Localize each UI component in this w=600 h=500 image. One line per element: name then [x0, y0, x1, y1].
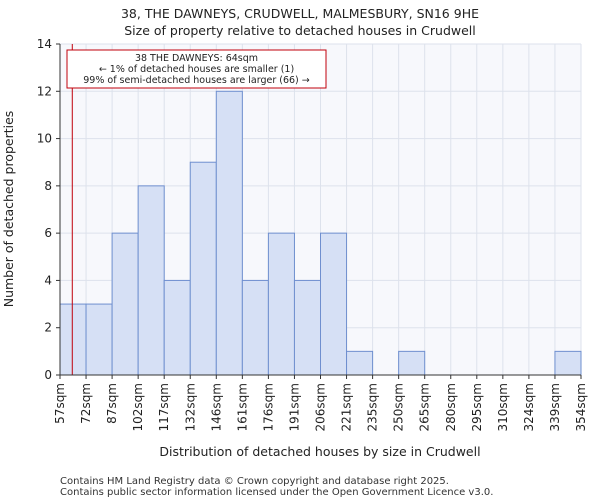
- x-tick-label: 324sqm: [522, 383, 536, 431]
- x-tick-label: 132sqm: [183, 383, 197, 431]
- y-tick-label: 2: [44, 321, 52, 335]
- histogram-bar: [85, 303, 113, 376]
- marker-layer: 38 THE DAWNEYS: 64sqm← 1% of detached ho…: [66, 44, 327, 375]
- histogram-bar: [293, 279, 322, 376]
- histogram-bar: [398, 350, 426, 376]
- histogram-bar: [163, 279, 191, 376]
- x-tick-label: 354sqm: [574, 383, 588, 431]
- x-tick-label: 280sqm: [444, 383, 458, 431]
- annotation-line-1: 38 THE DAWNEYS: 64sqm: [135, 53, 258, 64]
- bar-layer: [59, 90, 582, 376]
- x-tick-label: 250sqm: [392, 383, 406, 431]
- histogram-bar: [111, 232, 139, 376]
- x-tick-label: 235sqm: [366, 383, 380, 431]
- y-tick-label: 10: [37, 132, 52, 146]
- y-tick-label: 14: [37, 37, 52, 51]
- x-tick-label: 87sqm: [105, 383, 119, 424]
- x-tick-label: 206sqm: [314, 383, 328, 431]
- histogram-bar: [59, 303, 87, 376]
- chart-title: 38, THE DAWNEYS, CRUDWELL, MALMESBURY, S…: [121, 6, 479, 21]
- x-axis-label: Distribution of detached houses by size …: [159, 444, 480, 459]
- x-tick-label: 265sqm: [418, 383, 432, 431]
- y-tick-label: 6: [44, 226, 52, 240]
- x-tick-label: 57sqm: [53, 383, 67, 424]
- x-tick-label: 161sqm: [235, 383, 249, 431]
- x-tick-label: 146sqm: [209, 383, 223, 431]
- histogram-bar: [215, 90, 243, 376]
- annotation-line-3: 99% of semi-detached houses are larger (…: [83, 75, 310, 86]
- y-tick-label: 8: [44, 179, 52, 193]
- histogram-bar: [189, 161, 217, 376]
- x-tick-label: 295sqm: [470, 383, 484, 431]
- x-tick-label: 117sqm: [157, 383, 171, 431]
- y-tick-label: 12: [37, 84, 52, 98]
- y-tick-label: 0: [44, 368, 52, 382]
- footer-line-1: Contains HM Land Registry data © Crown c…: [60, 476, 449, 487]
- histogram-bar: [554, 350, 582, 376]
- annotation-line-2: ← 1% of detached houses are smaller (1): [99, 64, 294, 75]
- histogram-bar: [346, 350, 374, 376]
- histogram-bar: [320, 232, 348, 376]
- footer-line-2: Contains public sector information licen…: [60, 487, 493, 498]
- histogram-bar: [137, 185, 165, 376]
- axis-layer: 0 2 4 6 8 10 12 14 57sqm 72sqm 87sqm 102sqm 117sqm 13…: [37, 37, 588, 431]
- histogram-bar: [267, 232, 295, 376]
- histogram-bar: [241, 279, 269, 376]
- x-tick-label: 191sqm: [287, 383, 301, 431]
- x-tick-label: 102sqm: [131, 383, 145, 431]
- y-tick-label: 4: [44, 273, 52, 287]
- x-tick-label: 72sqm: [79, 383, 93, 424]
- chart-subtitle: Size of property relative to detached ho…: [124, 23, 476, 38]
- x-tick-label: 339sqm: [548, 383, 562, 431]
- annotation-box: [66, 49, 327, 89]
- x-tick-label: 221sqm: [340, 383, 354, 431]
- x-tick-label: 310sqm: [496, 383, 510, 431]
- x-tick-label: 176sqm: [261, 383, 275, 431]
- y-axis-label: Number of detached properties: [1, 111, 16, 308]
